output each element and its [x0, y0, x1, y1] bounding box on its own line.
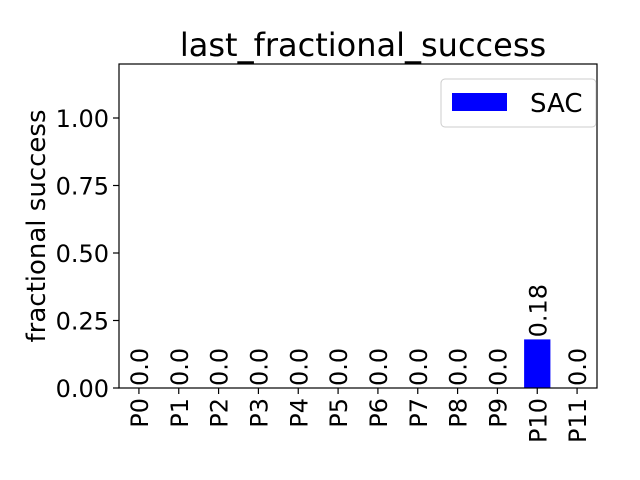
legend-label-sac: SAC	[530, 89, 582, 119]
y-tick-label: 0.50	[56, 240, 109, 268]
y-axis-ticks: 0.00 0.25 0.50 0.75 1.00	[56, 105, 119, 403]
value-label-p10: 0.18	[524, 284, 552, 337]
x-tick-label-p0: P0	[126, 398, 154, 428]
value-label-p3: 0.0	[245, 348, 273, 386]
x-tick-label-p11: P11	[564, 398, 592, 443]
x-tick-label-p6: P6	[365, 398, 393, 428]
y-tick-label: 1.00	[56, 105, 109, 133]
value-label-p11: 0.0	[564, 348, 592, 386]
plot-frame	[118, 63, 598, 389]
x-tick-label-p8: P8	[445, 398, 473, 428]
x-tick-label-p1: P1	[166, 398, 194, 428]
x-tick-label-p4: P4	[285, 398, 313, 428]
value-label-p8: 0.0	[445, 348, 473, 386]
chart-title: last_fractional_success	[180, 26, 546, 64]
x-tick-label-p7: P7	[405, 398, 433, 428]
legend-box	[440, 78, 597, 128]
value-label-p0: 0.0	[126, 348, 154, 386]
x-tick-label-p2: P2	[206, 398, 234, 428]
x-tick-label-p5: P5	[325, 398, 353, 428]
value-labels-layer: 0.0 0.0 0.0 0.0 0.0 0.0 0.0 0.0 0.0 0.0 0.18 0.0	[126, 284, 592, 386]
legend: SAC	[440, 78, 597, 128]
y-tick-label: 0.25	[56, 308, 109, 336]
value-label-p2: 0.0	[206, 348, 234, 386]
value-label-p9: 0.0	[484, 348, 512, 386]
bar-p10	[524, 339, 551, 388]
value-label-p6: 0.0	[365, 348, 393, 386]
x-tick-label-p3: P3	[245, 398, 273, 428]
x-tick-label-p10: P10	[524, 398, 552, 443]
value-label-p7: 0.0	[405, 348, 433, 386]
y-axis-label: fractional success	[22, 110, 52, 343]
y-tick-label: 0.75	[56, 173, 109, 201]
x-tick-label-p9: P9	[484, 398, 512, 428]
value-label-p4: 0.0	[285, 348, 313, 386]
y-tick-label: 0.00	[56, 375, 109, 403]
value-label-p1: 0.0	[166, 348, 194, 386]
legend-swatch-sac	[452, 93, 507, 111]
value-label-p5: 0.0	[325, 348, 353, 386]
x-axis-ticks: P0 P1 P2 P3 P4 P5 P6 P7 P8 P9 P10 P11	[126, 388, 592, 443]
bars-layer	[524, 339, 551, 388]
